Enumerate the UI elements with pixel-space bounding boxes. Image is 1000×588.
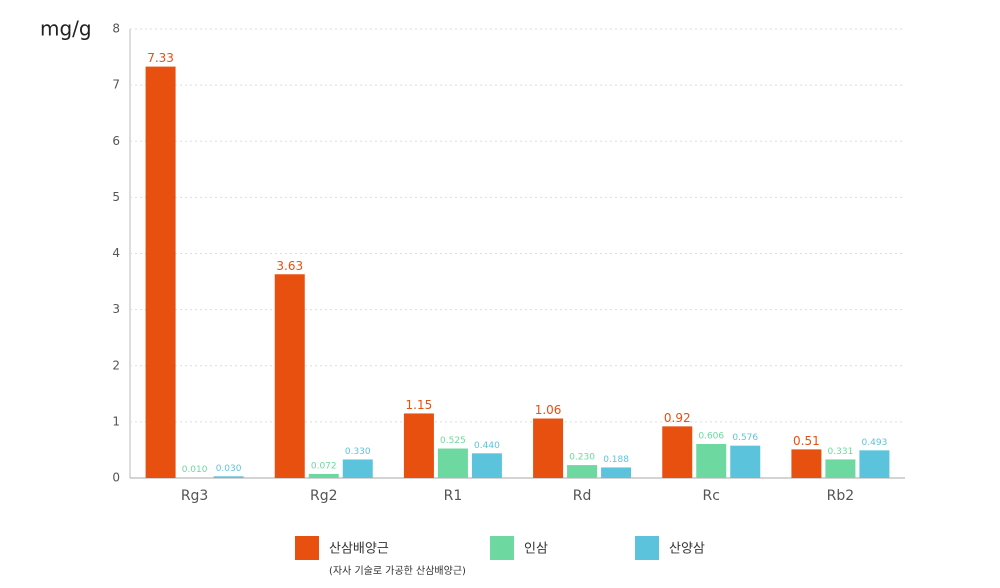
bar xyxy=(342,459,373,478)
bar xyxy=(696,443,727,478)
y-axis-label: mg/g xyxy=(40,17,92,41)
legend-label: 산삼배양근 xyxy=(329,542,389,557)
bar xyxy=(662,426,693,478)
y-tick-label: 8 xyxy=(112,22,120,36)
data-label: 0.230 xyxy=(569,453,595,463)
data-label: 1.06 xyxy=(535,403,562,417)
x-tick-label: Rg3 xyxy=(181,488,209,504)
x-tick-label: Rg2 xyxy=(310,488,338,504)
bar xyxy=(533,418,564,478)
legend-note: (자사 기술로 가공한 산삼배양근) xyxy=(329,565,466,577)
data-label: 0.606 xyxy=(698,431,724,441)
legend-label: 인삼 xyxy=(524,542,548,557)
data-label: 0.493 xyxy=(862,438,888,448)
bar xyxy=(145,66,176,478)
legend-label: 산양삼 xyxy=(669,542,705,557)
data-label: 0.51 xyxy=(793,434,820,448)
data-label: 0.92 xyxy=(664,411,691,425)
y-tick-label: 1 xyxy=(112,414,120,428)
x-tick-label: Rd xyxy=(573,488,592,504)
data-label: 0.188 xyxy=(603,455,629,465)
legend-swatch xyxy=(295,536,319,560)
x-tick-label: Rb2 xyxy=(827,488,855,504)
y-tick-label: 2 xyxy=(112,358,120,372)
data-label: 7.33 xyxy=(147,51,174,65)
bar xyxy=(730,445,761,478)
bar xyxy=(567,465,598,478)
data-label: 0.010 xyxy=(182,465,208,475)
bar xyxy=(437,448,468,478)
x-tick-label: R1 xyxy=(444,488,463,504)
data-label: 3.63 xyxy=(276,259,303,273)
legend-swatch xyxy=(635,536,659,560)
bar xyxy=(601,467,632,478)
bar xyxy=(213,476,244,478)
data-label: 0.030 xyxy=(216,464,242,474)
bar xyxy=(471,453,502,478)
x-tick-label: Rc xyxy=(703,488,720,504)
data-label: 0.072 xyxy=(311,461,337,471)
y-tick-label: 7 xyxy=(112,78,120,92)
data-label: 0.330 xyxy=(345,447,371,457)
y-tick-label: 5 xyxy=(112,190,120,204)
bar xyxy=(825,459,856,478)
bar xyxy=(179,477,210,478)
bar xyxy=(274,274,305,478)
y-tick-label: 4 xyxy=(112,246,120,260)
bar xyxy=(308,473,339,478)
y-tick-label: 6 xyxy=(112,134,120,148)
data-label: 0.440 xyxy=(474,441,500,451)
data-label: 0.525 xyxy=(440,436,466,446)
data-label: 1.15 xyxy=(406,398,433,412)
y-tick-label: 3 xyxy=(112,302,120,316)
data-label: 0.576 xyxy=(732,433,758,443)
legend-swatch xyxy=(490,536,514,560)
data-label: 0.331 xyxy=(828,447,854,457)
bar xyxy=(403,413,434,478)
bar xyxy=(859,450,890,478)
y-tick-label: 0 xyxy=(112,471,120,485)
bar xyxy=(791,449,822,478)
